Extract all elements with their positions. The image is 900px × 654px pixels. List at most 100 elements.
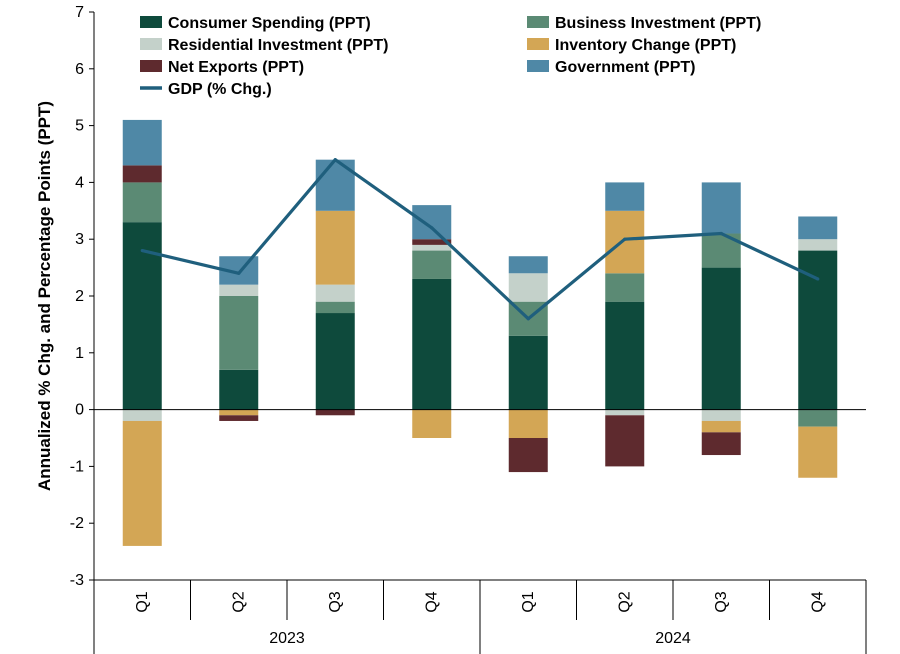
bar-segment (219, 296, 259, 370)
bar-segment (508, 273, 548, 302)
bar-segment (315, 313, 355, 410)
bar-segment (798, 239, 838, 251)
year-group-label: 2024 (655, 630, 691, 647)
bar-stack (508, 256, 548, 473)
y-tick-label: 5 (75, 118, 84, 135)
legend-label: Inventory Change (PPT) (555, 37, 736, 54)
bar-segment (508, 256, 548, 274)
bar-segment (701, 409, 741, 421)
gdp-point (623, 237, 627, 241)
bar-segment (412, 205, 452, 240)
legend-label: GDP (% Chg.) (168, 81, 272, 98)
x-tick-label: Q2 (230, 591, 247, 612)
y-tick-label: -3 (70, 572, 84, 589)
bar-segment (412, 250, 452, 279)
legend-swatch (140, 16, 162, 28)
bar-segment (605, 182, 645, 211)
bar-stack (798, 216, 838, 478)
gdp-point (526, 317, 530, 321)
legend-item: GDP (% Chg.) (140, 81, 272, 98)
legend-item: Inventory Change (PPT) (527, 37, 736, 54)
bar-segment (219, 415, 259, 421)
bar-segment (122, 409, 162, 421)
legend-swatch (527, 60, 549, 72)
bar-segment (412, 278, 452, 410)
legend-label: Government (PPT) (555, 59, 695, 76)
x-tick-label: Q1 (134, 591, 151, 612)
legend-swatch (527, 16, 549, 28)
y-tick-label: 0 (75, 402, 84, 419)
bar-segment (315, 284, 355, 302)
y-axis-label: Annualized % Chg. and Percentage Points … (35, 101, 54, 491)
bar-segment (798, 250, 838, 410)
y-tick-label: -1 (70, 458, 84, 475)
legend-swatch (140, 38, 162, 50)
bar-stack (412, 205, 452, 438)
bar-segment (605, 301, 645, 410)
gdp-point (719, 231, 723, 236)
bar-segment (605, 415, 645, 467)
bar-segment (122, 182, 162, 223)
bar-segment (701, 267, 741, 410)
year-group-label: 2023 (269, 630, 305, 647)
legend-label: Consumer Spending (PPT) (168, 15, 371, 32)
bar-segment (508, 409, 548, 438)
y-tick-label: 1 (75, 345, 84, 362)
legend-label: Business Investment (PPT) (555, 15, 761, 32)
y-tick-label: 6 (75, 61, 84, 78)
bar-segment (122, 119, 162, 166)
gdp-line-group (140, 158, 820, 321)
bar-segment (605, 409, 645, 416)
bar-segment (605, 273, 645, 302)
bar-segment (701, 182, 741, 234)
y-tick-label: 2 (75, 288, 84, 305)
bar-segment (412, 244, 452, 251)
x-tick-label: Q2 (616, 591, 633, 612)
y-tick-label: 3 (75, 231, 84, 248)
gdp-point (430, 226, 434, 230)
bar-segment (122, 165, 162, 183)
y-axis: -3 -2 -1 0 1 2 3 4 5 6 7 (70, 4, 95, 589)
bar-segment (122, 420, 162, 546)
gdp-point (237, 271, 241, 275)
x-tick-label: Q1 (520, 591, 537, 612)
x-axis: Q1 Q2 Q3 Q4 Q1 Q2 Q3 Q4 2023 2024 (93, 579, 867, 654)
legend-label: Net Exports (PPT) (168, 59, 304, 76)
bar-segment (701, 420, 741, 433)
x-tick-label: Q3 (327, 591, 344, 612)
bar-segment (701, 432, 741, 456)
legend-item: Consumer Spending (PPT) (140, 15, 371, 32)
gdp-point (140, 248, 144, 253)
bar-segment (219, 369, 259, 410)
x-tick-label: Q4 (809, 591, 826, 612)
y-tick-label: -2 (70, 515, 84, 532)
bar-segment (219, 284, 259, 296)
legend-swatch (140, 60, 162, 72)
legend-label: Residential Investment (PPT) (168, 37, 389, 54)
legend: Consumer Spending (PPT) Business Investme… (140, 15, 761, 98)
bar-segment (798, 409, 838, 427)
bar-segment (219, 409, 259, 416)
legend-item: Net Exports (PPT) (140, 59, 304, 76)
x-tick-label: Q3 (713, 591, 730, 612)
bar-stack (219, 256, 259, 421)
legend-item: Government (PPT) (527, 59, 695, 76)
bar-segment (412, 239, 452, 245)
y-tick-label: 4 (75, 174, 84, 191)
legend-item: Business Investment (PPT) (527, 15, 761, 32)
bar-segment (798, 216, 838, 240)
gdp-line (141, 158, 819, 321)
bar-segment (508, 335, 548, 410)
bar-stack (315, 159, 355, 416)
bar-segment (315, 210, 355, 285)
x-tick-label: Q4 (423, 591, 440, 612)
bar-segment (605, 210, 645, 274)
bar-stack (701, 182, 741, 456)
bar-segment (315, 301, 355, 314)
bar-segment (508, 438, 548, 473)
y-tick-label: 7 (75, 4, 84, 21)
gdp-point (333, 158, 337, 162)
bar-stacks (122, 119, 838, 546)
bar-segment (315, 409, 355, 416)
